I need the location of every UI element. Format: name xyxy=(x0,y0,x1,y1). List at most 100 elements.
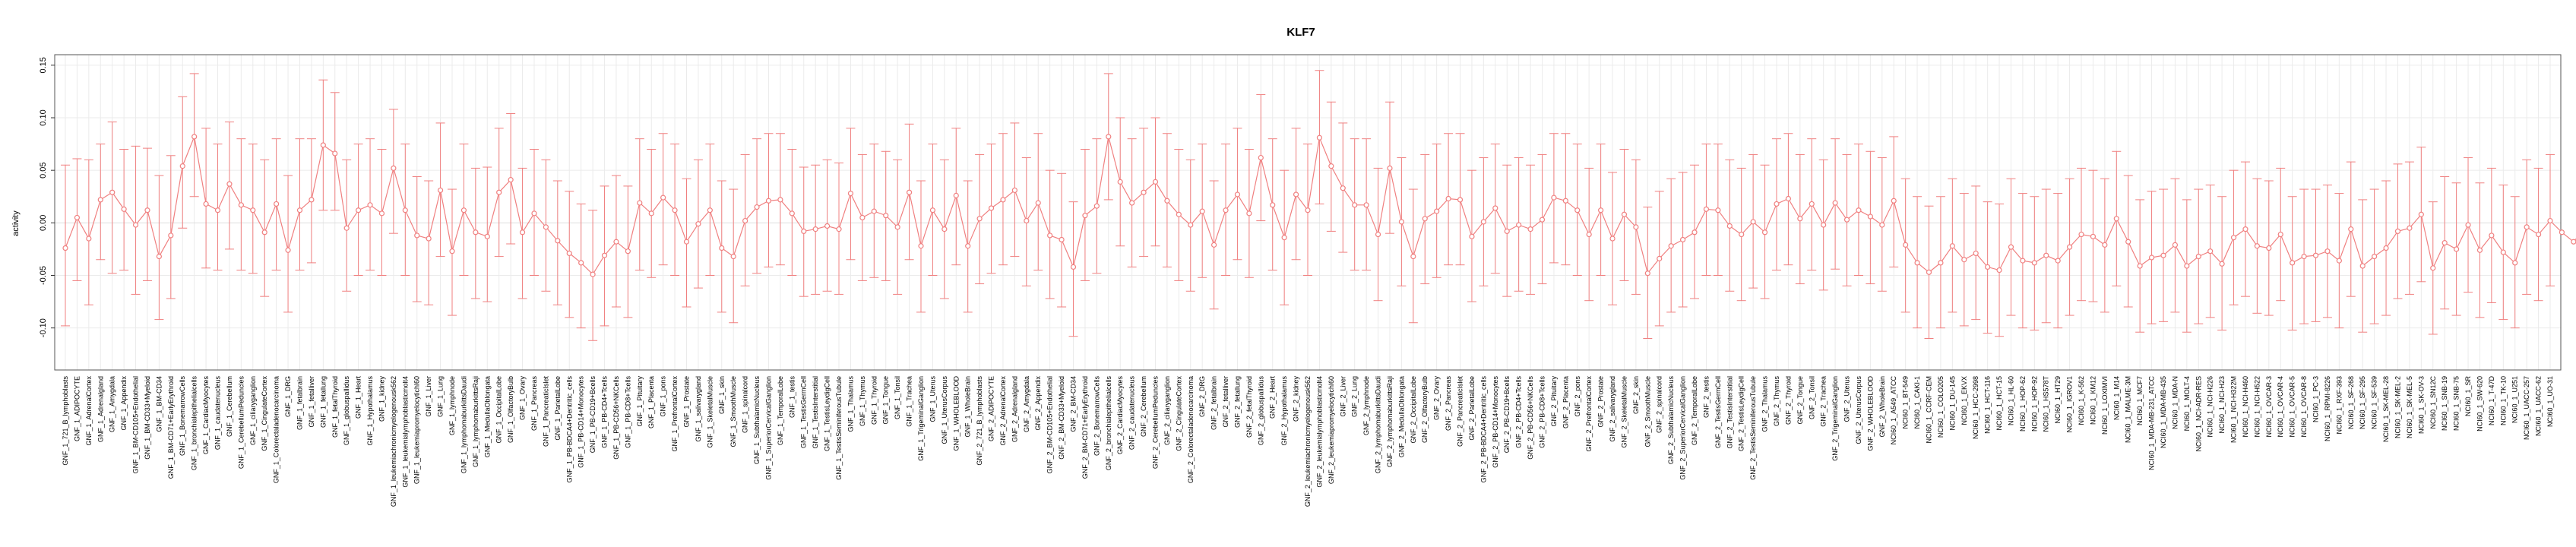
data-point xyxy=(1035,200,1041,206)
data-point xyxy=(2535,231,2542,238)
x-tick-label: GNF_2_Hypothalamus xyxy=(1280,376,1288,446)
x-tick-label: GNF_1_Thymus xyxy=(859,376,866,427)
data-point xyxy=(1609,236,1616,242)
x-tick-label: GNF_1_fetalliver xyxy=(308,376,315,428)
data-point xyxy=(2372,254,2378,260)
data-point xyxy=(777,197,783,203)
data-point xyxy=(274,201,280,207)
x-tick-label: GNF_2_CardiacMyocytes xyxy=(1116,376,1124,455)
data-point xyxy=(437,187,444,194)
data-point xyxy=(250,207,256,213)
x-tick-label: GNF_1_testis xyxy=(788,376,796,419)
x-tick-label: GNF_2_SkeletalMuscle xyxy=(1621,376,1628,448)
x-axis-labels: GNF_1_721_B_lymphoblasts GNF_1_ADIPOCYTE G… xyxy=(62,376,2554,507)
data-point xyxy=(2454,246,2460,252)
data-point xyxy=(378,210,385,217)
x-tick-label: GNF_2_WholeBrain xyxy=(1878,376,1886,438)
x-tick-label: NCI60_1_HOP-92 xyxy=(2030,376,2038,432)
x-tick-label: NCI60_1_MDA-MB-435 xyxy=(2160,376,2167,448)
data-point xyxy=(1293,191,1299,198)
x-tick-label: GNF_2_PB-CD56+NKCells xyxy=(1527,376,1534,460)
x-tick-label: GNF_1_TrigeminalGanglion xyxy=(917,376,925,461)
x-tick-label: NCI60_1_SK-OV-3 xyxy=(2417,376,2425,434)
data-point xyxy=(1551,194,1557,201)
x-tick-label: GNF_1_ciliaryganglion xyxy=(249,376,257,445)
x-tick-label: GNF_1_SubthalamicNucleus xyxy=(753,376,761,465)
x-tick-label: NCI60_1_HCC-2998 xyxy=(1972,376,1979,439)
data-point xyxy=(1691,229,1698,236)
data-point xyxy=(109,189,116,195)
x-tick-label: GNF_2_Thyroid xyxy=(1784,376,1792,425)
data-point xyxy=(1761,229,1768,236)
data-point xyxy=(1000,197,1006,203)
x-tick-label: GNF_1_UterusCorpus xyxy=(941,376,948,444)
data-point xyxy=(1082,213,1088,219)
data-point xyxy=(1059,236,1065,243)
x-tick-label: NCI60_1_EKVX xyxy=(1960,376,1968,425)
x-tick-label: GNF_1_BM-CD33+Myeloid xyxy=(144,376,151,460)
x-tick-label: GNF_1_Tongue xyxy=(882,376,890,425)
data-point xyxy=(2407,225,2413,231)
x-tick-label: GNF_2_SmoothMuscle xyxy=(1644,376,1651,447)
data-point xyxy=(226,181,233,187)
data-point xyxy=(2465,222,2471,228)
data-point xyxy=(941,226,948,232)
data-point xyxy=(1199,208,1205,214)
data-point xyxy=(1516,222,1522,228)
x-tick-label: GNF_1_Appendix xyxy=(120,376,128,431)
x-tick-label: GNF_2_fetalliver xyxy=(1222,376,1229,428)
x-tick-label: GNF_2_Trachea xyxy=(1820,376,1828,427)
x-tick-label: GNF_2_CingulateCortex xyxy=(1175,376,1182,451)
data-point xyxy=(1024,217,1030,224)
data-point xyxy=(2418,211,2424,217)
data-point xyxy=(2207,248,2214,255)
data-point xyxy=(356,207,362,213)
data-point xyxy=(1598,207,1604,213)
x-tick-label: NCI60_1_SF-268 xyxy=(2347,376,2355,429)
x-tick-label: GNF_2_kidney xyxy=(1293,376,1300,422)
data-point xyxy=(414,232,420,239)
data-point xyxy=(566,250,572,257)
x-tick-label: GNF_2_ADIPOCYTE xyxy=(988,376,995,441)
x-tick-label: GNF_2_Heart xyxy=(1269,376,1277,419)
x-tick-label: GNF_1_CerebellumPeduncles xyxy=(237,376,245,470)
x-tick-label: GNF_2_PancreaticIslet xyxy=(1457,376,1464,447)
x-tick-label: GNF_1_Colorectaladenocarcinoma xyxy=(273,376,280,483)
data-point xyxy=(2266,245,2272,251)
data-point xyxy=(1949,243,1955,249)
x-tick-label: GNF_1_SuperiorCervicalGanglion xyxy=(765,376,773,480)
data-point xyxy=(309,197,315,203)
data-point xyxy=(320,142,326,148)
data-point xyxy=(2524,224,2530,230)
x-tick-label: GNF_1_721_B_lymphoblasts xyxy=(62,376,69,466)
data-point xyxy=(238,202,244,208)
x-tick-label: GNF_1_pons xyxy=(660,376,667,417)
x-tick-label: GNF_1_BM-CD34 xyxy=(155,376,163,432)
data-point xyxy=(719,245,725,251)
x-tick-label: GNF_2_Adrenalgland xyxy=(1011,376,1018,442)
x-tick-label: NCI60_1_NCI-H460 xyxy=(2242,376,2249,438)
x-tick-label: GNF_1_Thyroid xyxy=(870,376,878,425)
data-point xyxy=(965,243,971,249)
x-tick-label: GNF_1_caudatenucleus xyxy=(214,376,222,451)
x-tick-label: GNF_2_Prostate xyxy=(1597,376,1605,428)
x-tick-label: NCI60_1_RXF-393 xyxy=(2335,376,2343,435)
data-point xyxy=(1985,264,1991,270)
data-point xyxy=(144,207,150,213)
x-tick-label: GNF_1_skin xyxy=(718,376,726,414)
data-point xyxy=(1422,216,1428,222)
x-tick-label: GNF_1_Liver xyxy=(425,376,432,417)
data-point xyxy=(426,236,432,242)
x-tick-label: GNF_1_lymphomaburkittsRaji xyxy=(472,376,479,467)
x-tick-label: NCI60_1_U251 xyxy=(2511,376,2519,423)
data-point xyxy=(343,225,350,231)
x-tick-label: GNF_1_Uterus xyxy=(929,376,936,422)
data-point xyxy=(578,260,584,266)
x-tick-label: NCI60_1_HOP-62 xyxy=(2019,376,2027,432)
x-tick-label: GNF_1_globuspallidus xyxy=(343,376,350,446)
x-tick-label: GNF_1_TemporalLobe xyxy=(777,376,784,445)
x-tick-label: NCI60_1_MALME-3M xyxy=(2125,376,2132,443)
data-point xyxy=(2230,235,2237,241)
x-tick-label: GNF_2_Liver xyxy=(1339,376,1347,417)
data-point xyxy=(496,189,502,195)
